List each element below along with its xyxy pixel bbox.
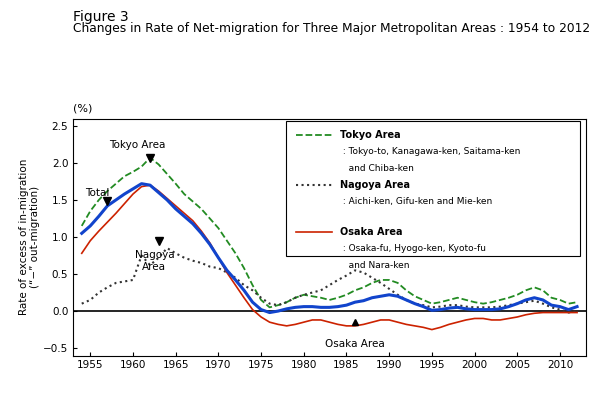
Bar: [286, 121, 581, 256]
Text: Osaka Area: Osaka Area: [340, 227, 402, 237]
Text: (%): (%): [73, 104, 93, 114]
Text: Tokyo Area: Tokyo Area: [109, 139, 165, 150]
Text: Tokyo Area: Tokyo Area: [340, 130, 400, 140]
Text: Nagoya Area: Nagoya Area: [340, 180, 410, 190]
Text: and Chiba-ken: and Chiba-ken: [340, 164, 414, 173]
Y-axis label: Rate of excess of in-migration
(“−” out-migration): Rate of excess of in-migration (“−” out-…: [19, 159, 40, 315]
Text: and Nara-ken: and Nara-ken: [340, 261, 409, 270]
Text: Osaka Area: Osaka Area: [325, 339, 385, 349]
Text: Figure 3: Figure 3: [73, 10, 129, 24]
Text: Changes in Rate of Net-migration for Three Major Metropolitan Areas : 1954 to 20: Changes in Rate of Net-migration for Thr…: [73, 22, 590, 35]
Text: : Aichi-ken, Gifu-ken and Mie-ken: : Aichi-ken, Gifu-ken and Mie-ken: [340, 197, 492, 206]
Text: : Osaka-fu, Hyogo-ken, Kyoto-fu: : Osaka-fu, Hyogo-ken, Kyoto-fu: [340, 245, 486, 253]
Text: : Tokyo-to, Kanagawa-ken, Saitama-ken: : Tokyo-to, Kanagawa-ken, Saitama-ken: [340, 147, 520, 156]
Text: Nagoya
Area: Nagoya Area: [135, 250, 174, 272]
Text: Total: Total: [85, 188, 109, 198]
